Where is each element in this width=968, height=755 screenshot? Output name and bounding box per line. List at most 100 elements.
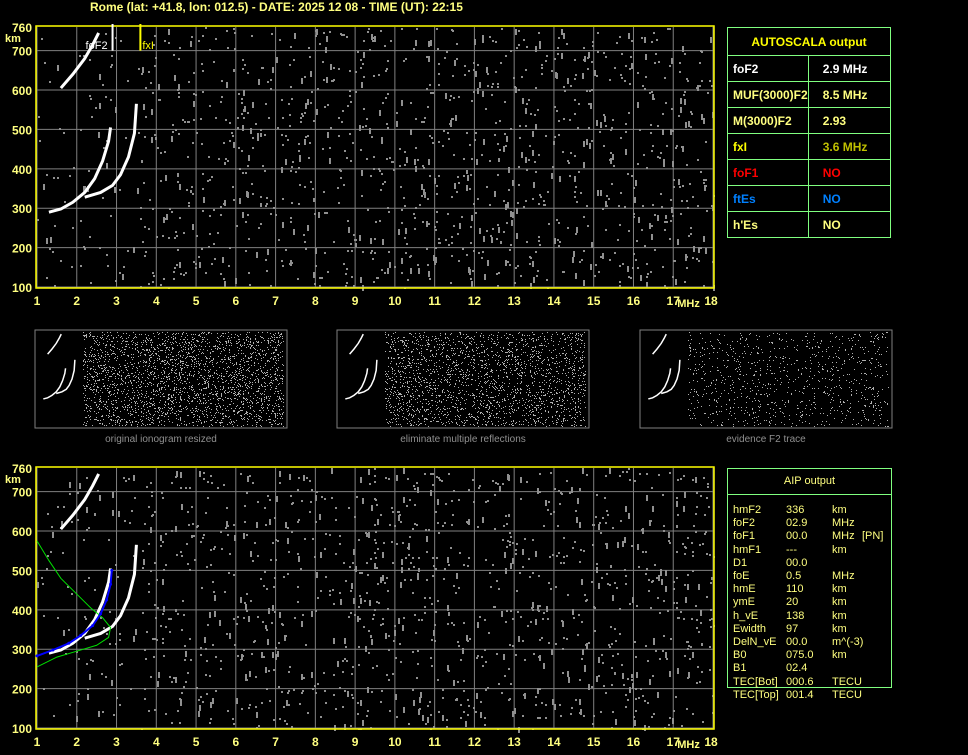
second-hop-trace (59, 473, 100, 531)
aip-value: 00.0 (786, 530, 808, 543)
x-tick-label: 16 (627, 735, 641, 749)
aip-value: 00.0 (786, 556, 808, 569)
aip-unit: km (832, 622, 847, 635)
aip-output-panel: AIP output hmF2 336 km foF2 02.9 MHz foF1 00.0 M… (727, 468, 892, 701)
aip-unit: MHz (832, 570, 855, 583)
x-tick-label: 5 (193, 735, 200, 749)
x-tick-label: 1 (34, 294, 41, 308)
aip-unit: m^(-3) (832, 636, 864, 649)
autoscala-title: AUTOSCALA output (727, 27, 891, 56)
aip-unit: km (832, 609, 847, 622)
electron-density-profile (36, 540, 112, 668)
autoscala-label: ftEs (727, 185, 809, 212)
aip-value: 02.9 (786, 517, 808, 530)
autoscala-label: foF2 (727, 55, 809, 82)
x-tick-label: 12 (468, 735, 482, 749)
autoscala-row: ftEs NO (727, 185, 892, 212)
y-tick-label: 400 (12, 163, 32, 177)
x-tick-label: 9 (352, 294, 359, 308)
aip-param: DelN_vE (733, 636, 777, 649)
aip-param: foF2 (733, 517, 756, 530)
aip-row: hmF1 --- km (733, 544, 883, 557)
annotation-label: fxI (142, 40, 154, 52)
aip-flag: [PN] (862, 530, 884, 543)
aip-param: hmF2 (733, 504, 762, 516)
aip-param: hmF1 (733, 543, 762, 556)
aip-param: h_vE (733, 609, 759, 622)
y-tick-label: 400 (12, 604, 32, 618)
x-tick-label: 8 (312, 735, 319, 749)
x-tick-label: 8 (312, 294, 319, 308)
autoscala-row: M(3000)F2 2.93 (727, 107, 892, 134)
thumbnail-frame (639, 329, 893, 429)
x-tick-label: 3 (113, 735, 120, 749)
aip-param: TEC[Top] (733, 688, 779, 701)
fit-point (67, 641, 71, 645)
fit-point (110, 568, 114, 572)
y-tick-label: 100 (12, 722, 32, 736)
aip-param: foE (733, 570, 750, 583)
x-tick-label: 3 (113, 294, 120, 308)
page-title: Rome (lat: +41.8, lon: 012.5) - DATE: 20… (90, 0, 463, 14)
x-tick-label: 6 (232, 294, 239, 308)
aip-row: DelN_vE 00.0 m^(-3) (733, 636, 883, 649)
y-tick-label: 760 (12, 21, 32, 35)
aip-param: B0 (733, 649, 747, 662)
aip-param: hmE (733, 583, 756, 596)
aip-row: hmF2 336 km (733, 504, 883, 517)
autoscala-value: NO (807, 211, 892, 238)
aip-row: TEC[Bot] 000.6 TECU (733, 676, 883, 689)
autoscala-row: fxI 3.6 MHz (727, 133, 892, 160)
aip-unit: km (832, 596, 847, 609)
thumbnail-3 (639, 329, 893, 429)
aip-unit: TECU (832, 675, 862, 688)
aip-row: foE 0.5 MHz (733, 570, 883, 583)
x-tick-label: 14 (547, 735, 561, 749)
autoscala-value: 2.93 (807, 107, 892, 134)
aip-param: D1 (733, 556, 748, 569)
aip-row: TEC[Top] 001.4 TECU (733, 689, 883, 702)
aip-value: --- (786, 543, 797, 556)
o-trace (48, 568, 113, 655)
thumbnail-2 (336, 329, 590, 429)
aip-unit: MHz (832, 517, 855, 530)
thumbnail-noise (385, 332, 586, 427)
x-tick-label: 18 (704, 735, 718, 749)
aip-value: 138 (786, 609, 805, 622)
x-trace (84, 103, 138, 199)
autoscala-label: M(3000)F2 (727, 107, 809, 134)
x-tick-label: 2 (73, 294, 80, 308)
aip-unit (832, 557, 862, 570)
aip-value: 00.0 (786, 636, 808, 649)
x-axis-label: MHz (677, 298, 700, 310)
y-axis-label: km (5, 474, 21, 486)
noise-dots (37, 27, 715, 291)
fit-point (51, 648, 55, 652)
aip-row: hmE 110 km (733, 583, 883, 596)
autoscala-label: h'Es (727, 211, 809, 238)
annotation-label: foF2 (86, 40, 108, 52)
autoscala-label: fxI (727, 133, 809, 160)
x-tick-label: 9 (352, 735, 359, 749)
thumbnail-trace (345, 368, 369, 400)
autoscala-row: foF2 2.9 MHz (727, 55, 892, 82)
aip-title: AIP output (728, 469, 891, 495)
y-tick-label: 100 (12, 281, 32, 295)
aip-value: 97 (786, 622, 799, 635)
autoscala-value: NO (807, 185, 892, 212)
x-trace (84, 544, 138, 640)
y-axis-label: km (5, 33, 21, 45)
y-tick-label: 600 (12, 84, 32, 98)
aip-value: 20 (786, 596, 799, 609)
x-tick-label: 12 (468, 294, 482, 308)
thumbnail-caption-original: original ionogram resized (105, 434, 217, 445)
thumbnail-noise (83, 332, 284, 427)
plot-frame (35, 466, 715, 730)
y-tick-label: 500 (12, 564, 32, 578)
aip-unit: km (832, 543, 847, 556)
x-tick-label: 13 (507, 294, 521, 308)
aip-row: D1 00.0 (733, 557, 883, 570)
